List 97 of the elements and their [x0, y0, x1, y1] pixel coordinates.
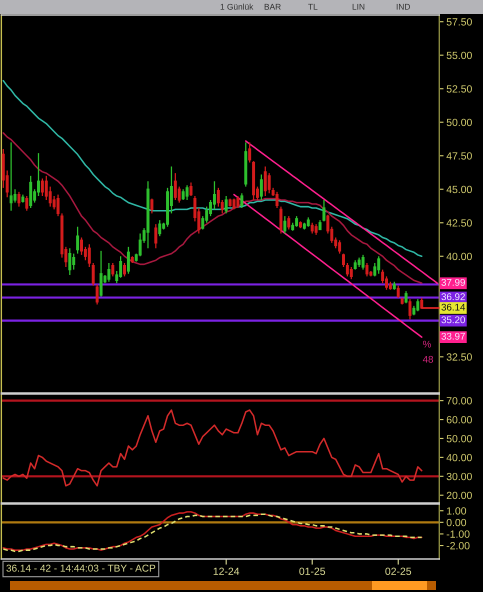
candlestick — [306, 216, 310, 228]
candlestick — [276, 191, 279, 209]
candlestick — [244, 142, 248, 188]
y-tick-label: 70.00 — [446, 397, 472, 404]
y-tick-label: 45.00 — [446, 186, 472, 194]
candlestick — [416, 298, 420, 312]
y-tick-label: 55.00 — [446, 52, 472, 60]
y-tick-label: 32.50 — [446, 353, 472, 361]
candlestick — [358, 256, 361, 268]
candlestick — [21, 194, 24, 204]
y-tick-label: 57.50 — [446, 18, 472, 26]
candlestick — [342, 252, 345, 268]
candlestick — [408, 298, 412, 320]
candlestick — [287, 215, 290, 230]
candlestick — [76, 226, 80, 254]
candlestick — [396, 285, 400, 298]
line-series — [233, 194, 422, 338]
candlestick — [123, 262, 126, 278]
candlestick — [232, 198, 236, 210]
candlestick — [17, 191, 20, 208]
candlestick — [190, 182, 192, 197]
candlestick — [29, 175, 32, 209]
candlestick — [186, 184, 189, 201]
ref-line-label: 35.20 — [441, 316, 465, 324]
x-tick-label: 01-25 — [299, 568, 326, 575]
y-tick-label: 40.00 — [446, 252, 472, 260]
text: TL — [308, 4, 318, 10]
candlestick — [377, 256, 380, 274]
candlestick — [146, 180, 150, 249]
y-tick-label: 50.00 — [446, 118, 472, 126]
y-tick-label: 30.00 — [446, 472, 472, 480]
candlestick — [224, 195, 228, 214]
x-tick-label: 02-25 — [385, 568, 412, 575]
candlestick — [260, 174, 263, 201]
candlestick — [56, 194, 60, 217]
candlestick — [338, 240, 342, 254]
candlestick — [283, 215, 286, 234]
candlestick — [100, 250, 103, 298]
candlestick — [130, 256, 134, 264]
candlestick — [314, 223, 318, 236]
candlestick — [182, 188, 185, 201]
y-tick-label: 47.50 — [446, 152, 472, 160]
candlestick — [240, 192, 244, 209]
line-series — [2, 409, 422, 487]
candlestick — [346, 262, 349, 278]
x-tick-label: 12-24 — [214, 568, 240, 575]
candlestick — [111, 262, 114, 278]
candlestick — [322, 199, 326, 222]
y-tick-label: 0.00 — [446, 518, 466, 526]
y-tick-label: 40.00 — [446, 454, 472, 462]
candlestick — [68, 248, 72, 276]
line-series — [2, 80, 422, 258]
candlestick — [295, 215, 298, 228]
text: 36.14 - 42 - 14:44:03 - TBY - ACP — [6, 564, 156, 572]
candlestick — [154, 223, 158, 249]
candlestick — [279, 206, 282, 234]
candlestick — [150, 198, 154, 214]
y-tick-label: 60.00 — [446, 416, 472, 424]
candlestick — [158, 219, 162, 237]
candlestick — [107, 262, 110, 282]
text: 1 Günlük — [220, 4, 254, 10]
candlestick — [365, 262, 368, 278]
candlestick — [126, 246, 130, 274]
candlestick — [25, 195, 28, 212]
annotation: 36.14 — [441, 304, 466, 311]
candlestick — [40, 178, 44, 197]
annotation: 48 — [422, 356, 434, 363]
candlestick — [264, 166, 267, 197]
candlestick — [362, 254, 365, 270]
text: IND — [396, 4, 410, 10]
data-label: 37.99 — [441, 278, 465, 286]
y-tick-label: 1.00 — [447, 507, 466, 515]
candlestick — [174, 172, 177, 201]
candlestick — [228, 198, 232, 208]
y-tick-label: -1.00 — [446, 530, 470, 538]
y-tick-label: -2.00 — [446, 542, 470, 550]
candlestick — [404, 290, 408, 304]
candlestick — [10, 142, 13, 212]
text: LIN — [352, 4, 364, 10]
y-tick-label: 42.50 — [446, 219, 472, 227]
annotation: % — [423, 340, 431, 348]
candlestick — [318, 219, 322, 230]
y-tick-label: 52.50 — [446, 85, 472, 93]
ref-line-label: 36.92 — [441, 293, 465, 300]
candlestick — [299, 220, 302, 229]
annotation: 33.97 — [441, 332, 465, 340]
y-tick-label: 50.00 — [446, 434, 472, 442]
candlestick — [236, 195, 240, 209]
candlestick — [354, 260, 357, 270]
candlestick — [400, 297, 404, 306]
text: BAR — [264, 4, 281, 10]
candlestick — [392, 281, 396, 290]
candlestick — [96, 284, 99, 306]
y-tick-label: 20.00 — [446, 492, 472, 500]
line-series — [2, 132, 422, 284]
candlestick — [310, 222, 314, 234]
candlestick — [350, 266, 353, 280]
